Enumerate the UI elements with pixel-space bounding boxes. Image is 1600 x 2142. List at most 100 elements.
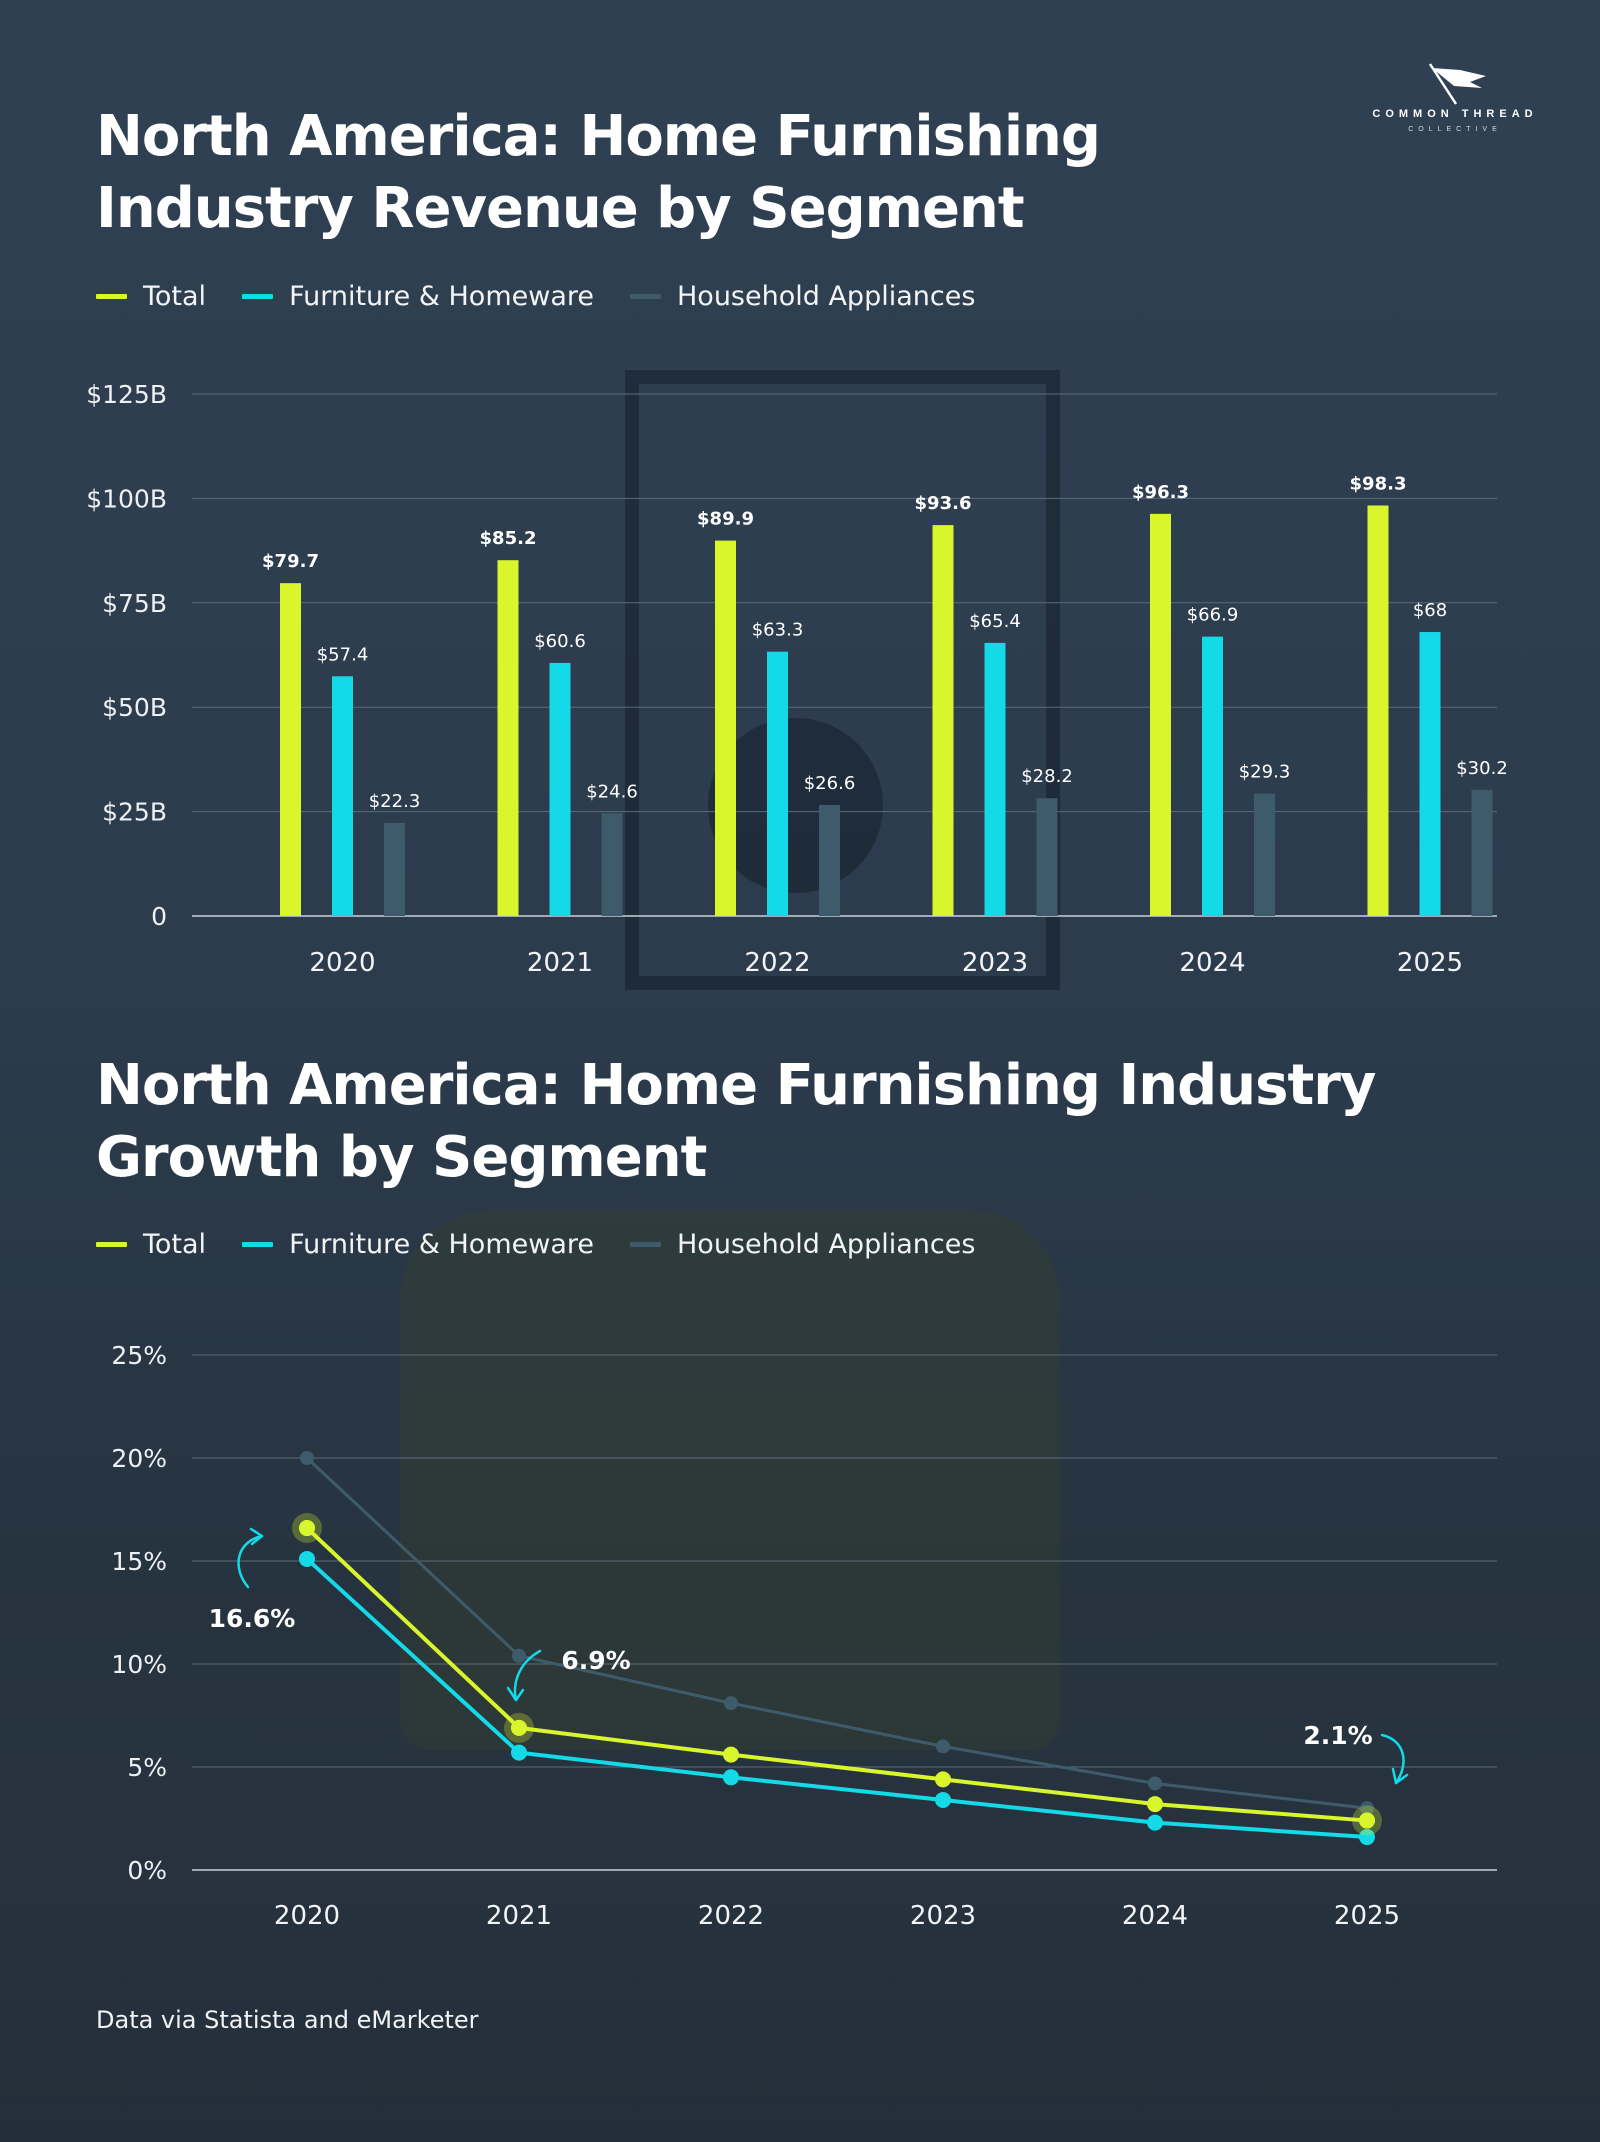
line-y-tick-label: 10% (111, 1650, 167, 1679)
annotation-arrow-icon (237, 1534, 264, 1589)
bar-y-tick-label: $25B (102, 798, 167, 827)
line-annotation-label: 2.1% (1303, 1721, 1372, 1750)
brand-name: COMMON THREAD (1372, 108, 1538, 120)
bar-data-label-appliances: $30.2 (1456, 758, 1508, 779)
bar-total-2023 (932, 525, 954, 916)
bar-appliances-2024 (1254, 793, 1275, 916)
bar-appliances-2025 (1471, 789, 1493, 916)
bar-data-label-furniture: $60.6 (534, 631, 586, 652)
growth-legend-item-furniture: Furniture & Homeware (242, 1229, 594, 1260)
bar-total-2020 (280, 583, 301, 916)
bar-total-2025 (1367, 505, 1389, 916)
line-annotation-label: 16.6% (209, 1604, 296, 1633)
line-point-furniture-2025 (1359, 1829, 1375, 1846)
bar-y-tick-label: 0 (151, 902, 167, 931)
bar-x-tick-label: 2020 (309, 948, 375, 978)
bar-furniture-2025 (1419, 632, 1441, 916)
bar-data-label-total: $93.6 (915, 493, 972, 514)
line-point-furniture-2021 (511, 1744, 527, 1761)
line-point-furniture-2020 (299, 1550, 315, 1567)
bar-x-tick-label: 2023 (962, 948, 1028, 978)
line-point-total-2023 (935, 1771, 951, 1788)
line-point-appliances-2023 (936, 1739, 950, 1754)
bar-furniture-2020 (332, 676, 353, 916)
bar-y-tick-label: $100B (86, 484, 167, 513)
bar-data-label-furniture: $65.4 (969, 611, 1021, 632)
bar-total-2022 (715, 540, 736, 916)
legend-swatch-total (96, 293, 127, 299)
line-x-tick-label: 2024 (1122, 1901, 1188, 1931)
legend-label-furniture: Furniture & Homeware (289, 280, 594, 312)
bar-x-tick-label: 2025 (1397, 948, 1463, 978)
bar-x-tick-label: 2022 (744, 948, 810, 978)
bar-furniture-2024 (1202, 636, 1223, 916)
growth-line-chart: 0% 5% 10% 15% 20% 25% 2020 2021 2022 2023 2024 2025… (111, 1341, 1497, 1931)
bar-data-label-appliances: $26.6 (804, 773, 856, 794)
legend-swatch-appliances (630, 293, 661, 299)
line-y-tick-label: 5% (127, 1753, 167, 1782)
bar-furniture-2023 (984, 642, 1006, 916)
bar-data-label-furniture: $63.3 (752, 620, 804, 641)
growth-chart-title: North America: Home Furnishing Industry … (96, 1050, 1396, 1194)
bar-y-tick-label: $125B (86, 380, 167, 409)
bar-data-label-appliances: $22.3 (369, 791, 421, 812)
line-series-total (305, 1526, 1368, 1823)
annotation-arrowhead-icon (1391, 1767, 1409, 1785)
line-y-tick-label: 0% (127, 1856, 167, 1885)
line-series-furniture (305, 1557, 1368, 1840)
bar-appliances-2020 (384, 822, 405, 916)
line-point-furniture-2023 (935, 1791, 951, 1808)
bar-data-label-furniture: $68 (1413, 600, 1447, 621)
bar-data-label-total: $85.2 (480, 528, 537, 549)
background-floor (0, 1700, 1600, 2142)
line-x-tick-label: 2022 (698, 1901, 764, 1931)
growth-title-line-1: North America: Home Furnishing Industry (96, 1053, 1376, 1118)
line-point-appliances-2022 (724, 1696, 738, 1711)
bar-total-2024 (1150, 513, 1171, 916)
bar-data-label-total: $79.7 (262, 551, 319, 572)
line-point-appliances-2021 (512, 1648, 526, 1663)
flag-icon (1428, 63, 1486, 105)
growth-legend-swatch-total (96, 1241, 127, 1247)
bar-furniture-2021 (549, 662, 571, 916)
bar-y-tick-label: $75B (102, 589, 167, 618)
bar-appliances-2022 (819, 804, 840, 916)
line-x-tick-label: 2023 (910, 1901, 976, 1931)
growth-legend-item-total: Total (96, 1229, 206, 1260)
line-y-tick-label: 25% (111, 1341, 167, 1370)
bar-data-label-total: $89.9 (697, 509, 754, 530)
bar-x-tick-label: 2021 (527, 948, 593, 978)
line-y-tick-label: 20% (111, 1444, 167, 1473)
bar-data-label-furniture: $66.9 (1187, 605, 1239, 626)
bar-furniture-2022 (767, 651, 788, 916)
legend-swatch-furniture (242, 293, 274, 299)
line-point-total-2024 (1147, 1796, 1163, 1813)
line-x-tick-label: 2020 (274, 1901, 340, 1931)
growth-legend-label-furniture: Furniture & Homeware (289, 1228, 594, 1260)
line-point-appliances-2020 (300, 1451, 314, 1465)
background-armchair (400, 1210, 1060, 1750)
bar-data-label-appliances: $24.6 (586, 781, 638, 802)
line-x-tick-label: 2021 (486, 1901, 552, 1931)
brand-subtitle: COLLECTIVE (1408, 126, 1502, 133)
annotation-arrow-icon (1380, 1733, 1405, 1785)
brand-logo: COMMON THREAD COLLECTIVE (1370, 62, 1540, 142)
legend-item-furniture: Furniture & Homeware (242, 281, 594, 312)
legend-label-appliances: Household Appliances (677, 280, 976, 312)
line-point-appliances-2025 (1360, 1801, 1374, 1816)
growth-title-line-2: Growth by Segment (96, 1125, 707, 1190)
bar-data-label-appliances: $29.3 (1239, 762, 1291, 783)
line-point-total-2022 (723, 1746, 739, 1763)
line-highlight-point (511, 1719, 527, 1736)
growth-legend-label-appliances: Household Appliances (677, 1228, 976, 1260)
bar-data-label-furniture: $57.4 (317, 644, 369, 665)
annotation-arrowhead-icon (249, 1527, 264, 1546)
revenue-title-line-2: Industry Revenue by Segment (96, 176, 1025, 241)
background-circle-art (708, 718, 883, 893)
revenue-legend: Total Furniture & Homeware Household App… (96, 276, 1011, 316)
source-note: Data via Statista and eMarketer (96, 2006, 479, 2034)
legend-item-appliances: Household Appliances (630, 281, 975, 312)
line-annotation-label: 6.9% (561, 1646, 630, 1675)
legend-item-total: Total (96, 281, 206, 312)
revenue-bar-chart: 0 $25B $50B $75B $100B $125B $79.7 $57.4 $22.3 20… (86, 380, 1508, 978)
